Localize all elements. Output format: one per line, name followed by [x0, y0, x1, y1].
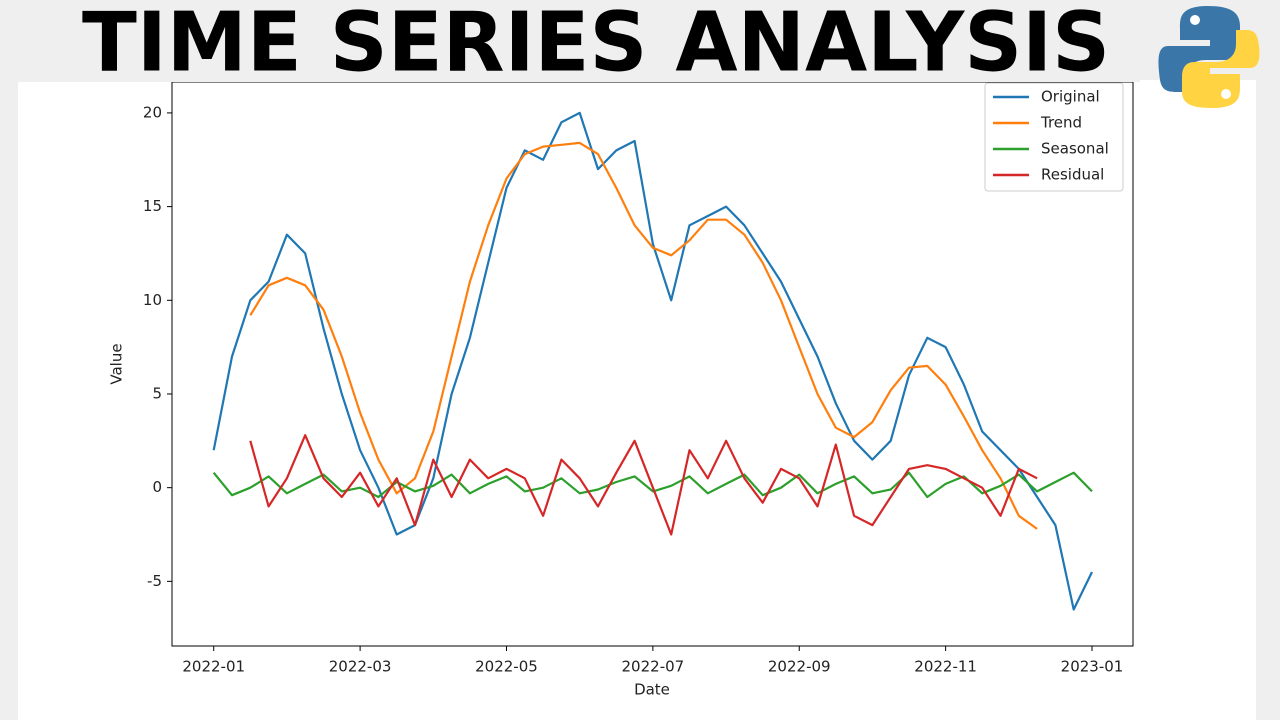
python-logo [1158, 6, 1260, 108]
logo-eye [1221, 89, 1231, 99]
legend-label: Original [1041, 88, 1100, 106]
plot-area: -5 0 5 10 15 20 2022-01 2022-03 2022-05 2022-07 20… [143, 82, 1124, 676]
x-tick-label: 2022-07 [622, 658, 685, 676]
logo-yellow [1182, 30, 1260, 108]
series-line [249, 434, 1038, 536]
series-line [212, 471, 1093, 499]
y-tick-label: 15 [143, 197, 162, 215]
legend-label: Trend [1040, 114, 1082, 132]
legend-label: Seasonal [1041, 140, 1109, 158]
x-tick-label: 2022-03 [329, 658, 392, 676]
y-tick-label: 0 [152, 478, 162, 496]
page-title: TIME SERIES ANALYSIS [82, 0, 1110, 90]
x-tick-label: 2023-01 [1061, 658, 1124, 676]
x-tick-label: 2022-11 [914, 658, 977, 676]
y-tick-label: -5 [147, 572, 162, 590]
logo-blue [1158, 6, 1240, 92]
series-line [212, 111, 1093, 611]
y-axis-label: Value [108, 343, 126, 384]
y-tick-label: 10 [143, 291, 162, 309]
logo-eye [1190, 15, 1200, 25]
x-tick-label: 2022-09 [768, 658, 831, 676]
x-tick-label: 2022-05 [475, 658, 538, 676]
series-line [249, 141, 1038, 530]
x-tick-label: 2022-01 [182, 658, 245, 676]
y-tick-label: 20 [143, 103, 162, 121]
title-band [0, 0, 1140, 82]
y-tick-label: 5 [152, 384, 162, 402]
legend-label: Residual [1041, 166, 1104, 184]
x-axis-label: Date [634, 681, 670, 699]
legend-box [984, 82, 1124, 192]
